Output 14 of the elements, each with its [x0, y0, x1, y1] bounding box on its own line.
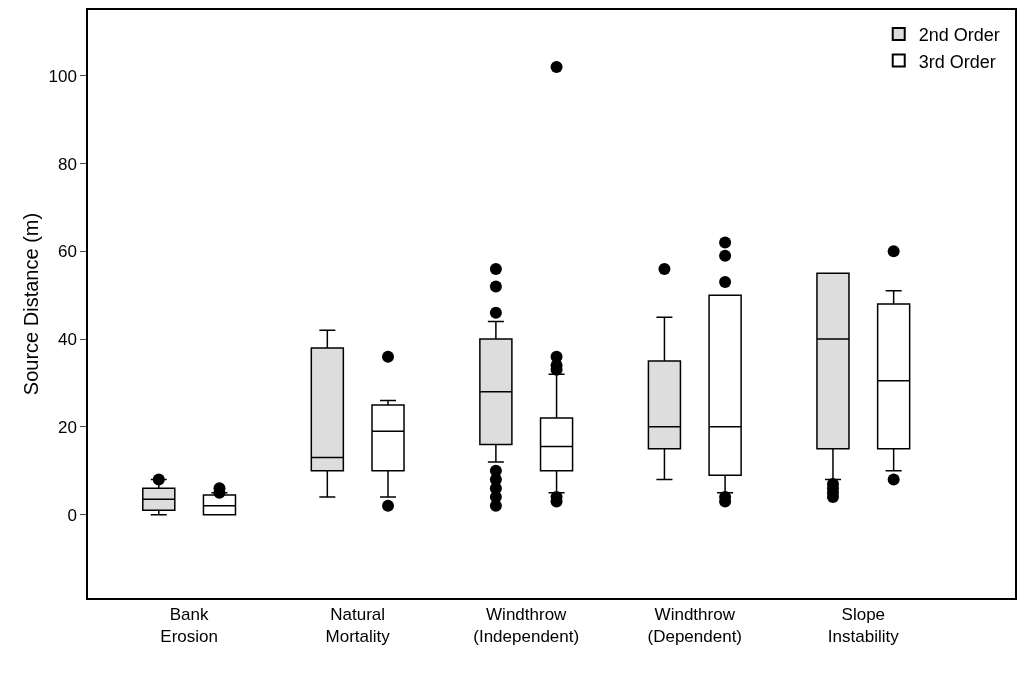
- y-tick-label: 100: [48, 66, 77, 86]
- x-tick-label: Bank Erosion: [160, 605, 218, 647]
- x-tick-label: Windthrow (Independent): [473, 605, 580, 647]
- y-tick-label: 20: [57, 417, 77, 437]
- x-tick-label: Slope Instability: [827, 605, 900, 647]
- legend-label: 2nd Order: [918, 25, 1000, 46]
- y-axis-title: Source Distance (m): [19, 212, 42, 396]
- y-tick-label: 60: [57, 242, 77, 262]
- x-tick-label: Windthrow (Dependent): [647, 605, 743, 647]
- y-tick-label: 80: [57, 154, 77, 174]
- legend-label: 3rd Order: [918, 51, 996, 72]
- x-tick-label: Natural Mortality: [325, 605, 391, 647]
- y-tick-label: 40: [57, 330, 77, 350]
- y-tick-label: 0: [67, 505, 77, 525]
